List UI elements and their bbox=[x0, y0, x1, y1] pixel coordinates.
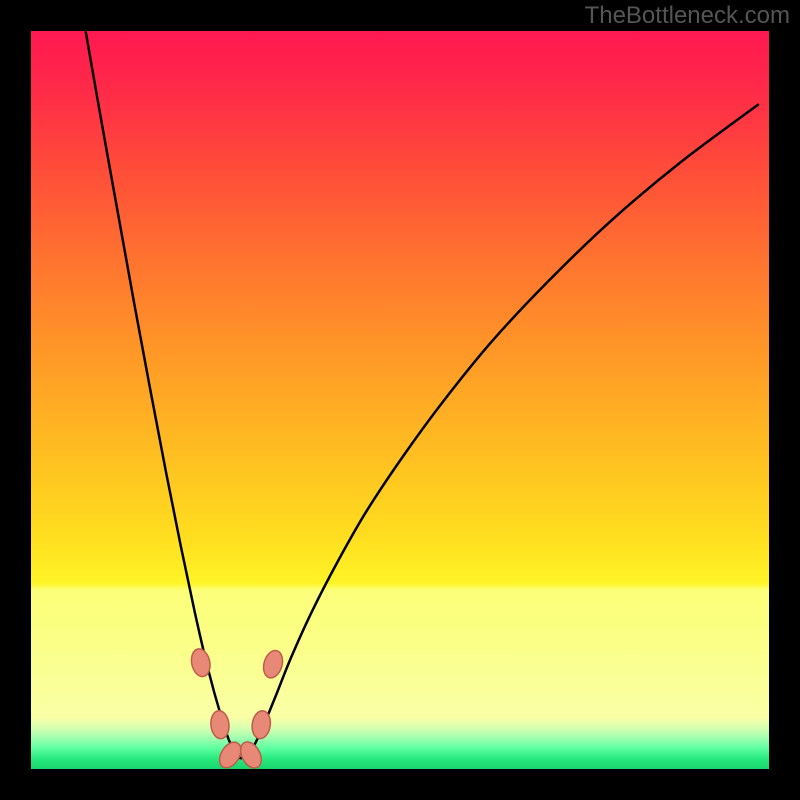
plot-area bbox=[31, 31, 769, 769]
curve-layer bbox=[31, 31, 769, 769]
watermark-text: TheBottleneck.com bbox=[585, 2, 790, 30]
marker-1 bbox=[210, 710, 231, 740]
bottleneck-curve bbox=[86, 31, 758, 758]
marker-4 bbox=[250, 710, 272, 740]
marker-5 bbox=[261, 648, 286, 680]
marker-3 bbox=[236, 738, 265, 769]
chart-container: TheBottleneck.com bbox=[0, 0, 800, 800]
